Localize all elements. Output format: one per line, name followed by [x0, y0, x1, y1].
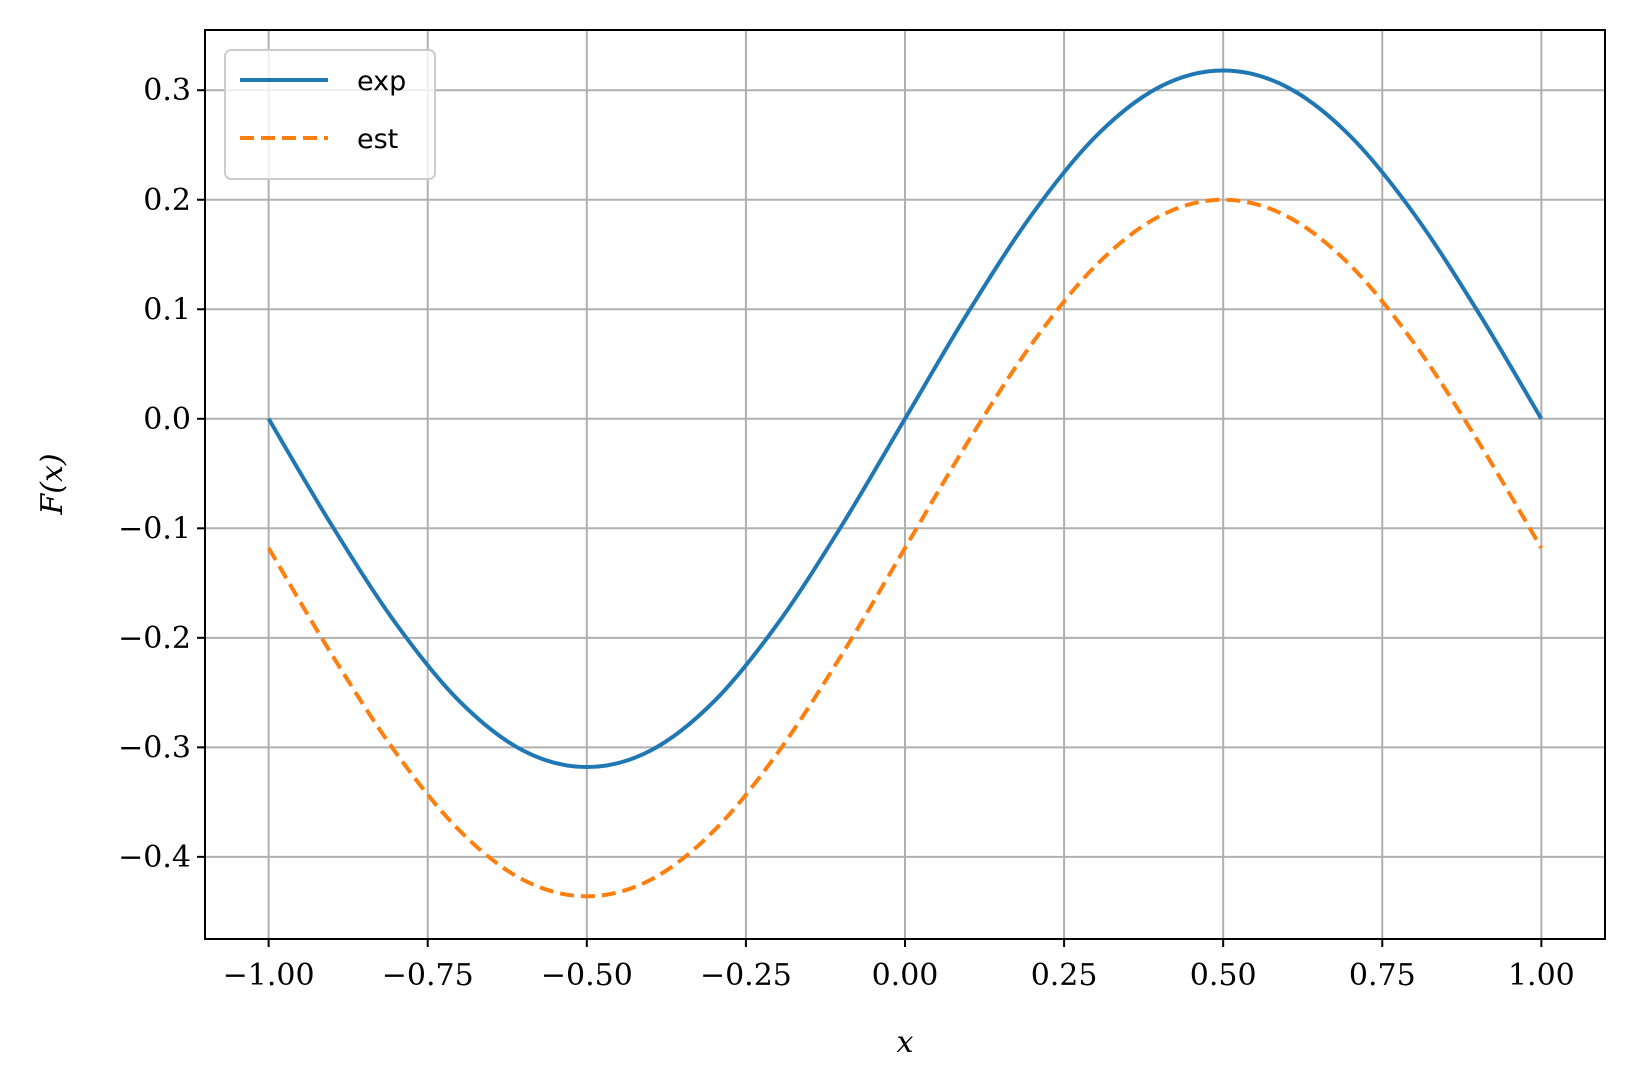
legend: exp est [224, 49, 436, 180]
x-tick-label: 1.00 [1508, 958, 1575, 993]
legend-label-exp: exp [357, 66, 406, 97]
legend-box [224, 49, 436, 180]
x-tick-label: 0.00 [872, 958, 939, 993]
axis-ticks: −1.00 −0.75 −0.50 −0.25 0.00 0.25 0.50 0.75 1.00… [118, 73, 1575, 993]
y-tick-label: −0.2 [118, 621, 191, 656]
x-tick-label: −0.75 [382, 958, 474, 993]
x-tick-label: 0.25 [1031, 958, 1098, 993]
x-tick-label: −0.50 [541, 958, 633, 993]
series-line-exp [266, 68, 1544, 770]
y-axis-label: F(x) [35, 453, 70, 515]
y-tick-label: 0.3 [143, 73, 191, 108]
x-tick-label: 0.75 [1349, 958, 1416, 993]
y-tick-label: −0.4 [118, 840, 191, 875]
x-axis-label: x [897, 1025, 914, 1060]
y-tick-label: −0.3 [118, 730, 191, 765]
y-tick-label: 0.0 [143, 402, 191, 437]
x-tick-label: −0.25 [700, 958, 792, 993]
y-tick-label: −0.1 [118, 511, 191, 546]
x-tick-label: −1.00 [223, 958, 315, 993]
y-tick-label: 0.1 [143, 292, 191, 327]
y-tick-label: 0.2 [143, 183, 191, 218]
series-lines [266, 68, 1544, 899]
legend-label-est: est [357, 124, 398, 155]
x-tick-label: 0.50 [1190, 958, 1257, 993]
series-line-est [266, 197, 1544, 899]
